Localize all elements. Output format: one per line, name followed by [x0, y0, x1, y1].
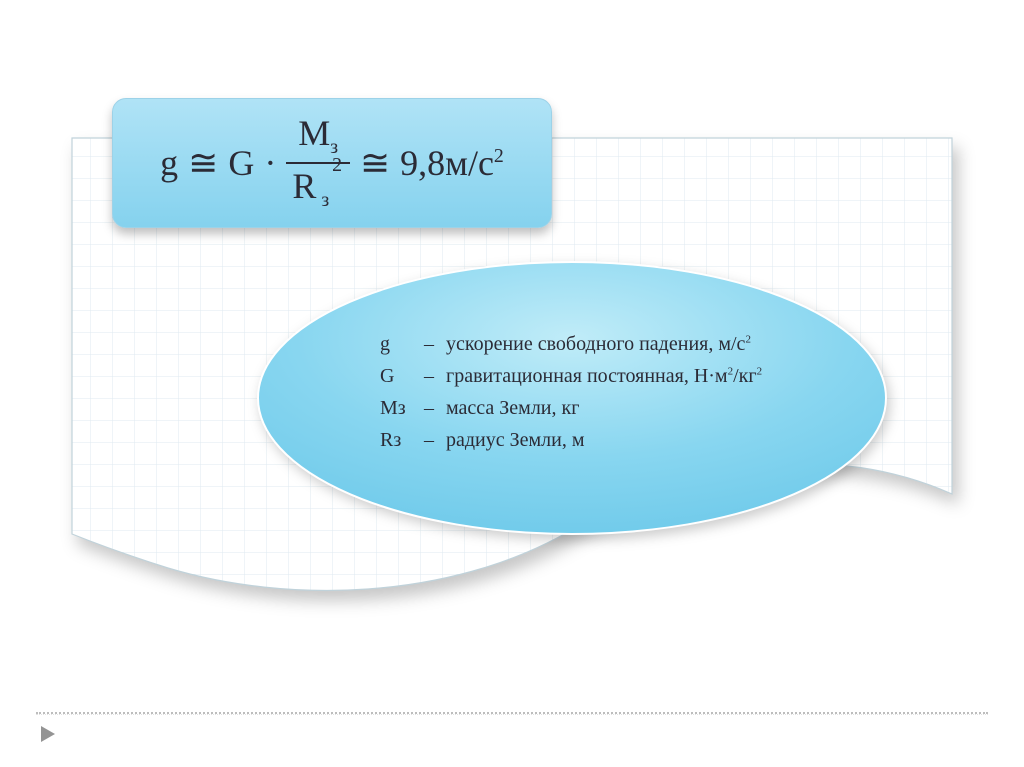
formula-value: 9,8м/с2	[400, 142, 504, 184]
footer-arrow-icon	[38, 723, 60, 745]
legend-bubble: g – ускорение свободного падения, м/с2 G…	[252, 256, 892, 540]
sym-dot: ·	[264, 142, 276, 184]
legend-row: G – гравитационная постоянная, Н·м2/кг2	[380, 360, 800, 392]
sym-g: g	[160, 142, 178, 184]
formula: g ≅ G · Mз R з 2 ≅ 9,8м/с2	[160, 115, 504, 211]
legend-row: Rз – радиус Земли, м	[380, 424, 800, 456]
formula-box: g ≅ G · Mз R з 2 ≅ 9,8м/с2	[112, 98, 552, 228]
sym-G: G	[228, 142, 254, 184]
legend-row: g – ускорение свободного падения, м/с2	[380, 328, 800, 360]
legend-row: Mз – масса Земли, кг	[380, 392, 800, 424]
legend-list: g – ускорение свободного падения, м/с2 G…	[380, 328, 800, 456]
footer-divider	[36, 712, 988, 715]
slide-area: g ≅ G · Mз R з 2 ≅ 9,8м/с2	[52, 68, 972, 638]
sym-approx: ≅	[188, 142, 218, 184]
sym-approx: ≅	[360, 142, 390, 184]
fraction: Mз R з 2	[286, 115, 350, 211]
